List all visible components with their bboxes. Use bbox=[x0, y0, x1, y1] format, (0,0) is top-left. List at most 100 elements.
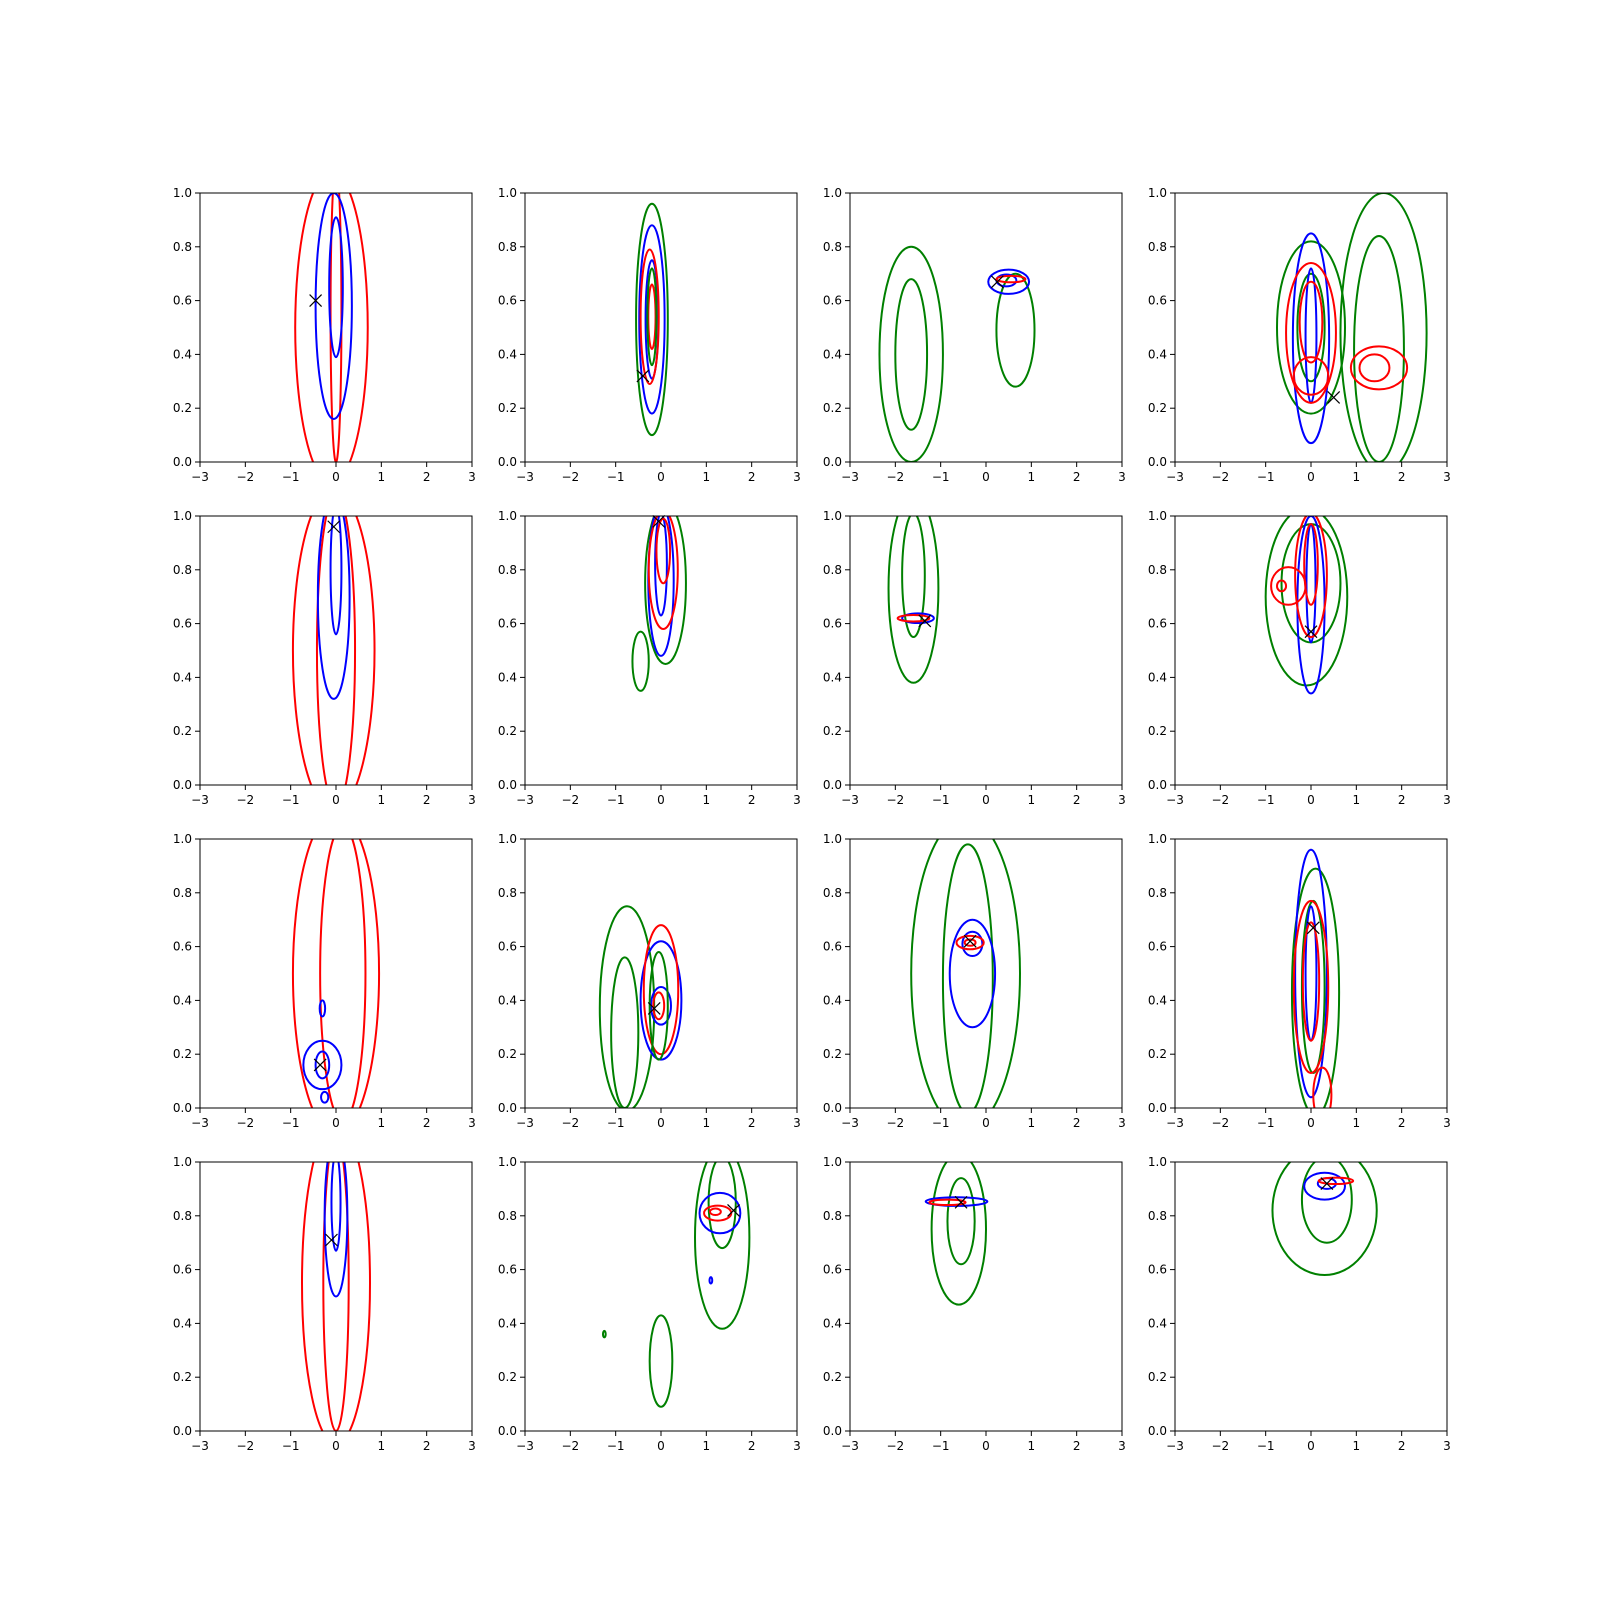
y-tick-label: 0.4 bbox=[823, 993, 842, 1007]
x-tick-label: −2 bbox=[561, 1439, 579, 1453]
contour-green bbox=[1290, 867, 1341, 1108]
x-tick-label: −1 bbox=[607, 1116, 625, 1130]
y-tick-label: 0.2 bbox=[823, 1047, 842, 1061]
x-tick-label: 3 bbox=[1443, 793, 1451, 807]
axes-frame bbox=[524, 515, 798, 786]
x-tick-label: −2 bbox=[561, 470, 579, 484]
marker-stroke bbox=[918, 614, 932, 628]
x-tick-label: 3 bbox=[793, 793, 801, 807]
x-tick-label: −1 bbox=[607, 793, 625, 807]
x-tick-label: 0 bbox=[332, 793, 340, 807]
contour-group bbox=[635, 202, 669, 437]
y-tick-label: 0.0 bbox=[173, 1424, 192, 1438]
x-tick-label: 0 bbox=[657, 470, 665, 484]
x-tick-label: −3 bbox=[516, 1116, 534, 1130]
contour-blue bbox=[1303, 1171, 1346, 1201]
y-tick-label: 0.6 bbox=[1148, 617, 1167, 631]
marker-stroke bbox=[647, 1002, 661, 1015]
contour-green bbox=[1339, 193, 1428, 462]
x-tick-label: −2 bbox=[1211, 470, 1229, 484]
contour-red bbox=[291, 516, 376, 785]
x-tick-label: 0 bbox=[332, 1439, 340, 1453]
x-tick-label: 2 bbox=[423, 470, 431, 484]
x-tick-label: 1 bbox=[1353, 793, 1361, 807]
y-tick-label: 0.4 bbox=[823, 347, 842, 361]
y-tick-label: 0.8 bbox=[1148, 886, 1167, 900]
marker-stroke bbox=[954, 1195, 968, 1209]
contour-blue bbox=[1305, 523, 1317, 644]
x-tick-label: −1 bbox=[932, 1116, 950, 1130]
x-tick-label: 0 bbox=[1307, 470, 1315, 484]
axes-frame bbox=[199, 192, 473, 463]
y-tick-label: 0.8 bbox=[823, 1209, 842, 1223]
x-tick-label: 3 bbox=[1443, 470, 1451, 484]
x-tick-label: −2 bbox=[886, 1439, 904, 1453]
x-tick-label: 1 bbox=[1028, 793, 1036, 807]
y-tick-label: 0.4 bbox=[823, 670, 842, 684]
contour-red bbox=[708, 1207, 722, 1216]
subplot-10: −3 −2 −1 0 1 2 3 0.0 0.2 0.4 0.6 0.8 1.0 bbox=[498, 832, 801, 1130]
y-tick-label: 0.4 bbox=[823, 1316, 842, 1330]
contour-group bbox=[291, 839, 381, 1108]
contour-red bbox=[291, 839, 381, 1108]
marker-x bbox=[636, 369, 650, 383]
contour-red bbox=[639, 248, 660, 385]
contour-blue bbox=[314, 1050, 331, 1080]
contour-green bbox=[635, 202, 669, 437]
x-tick-label: 2 bbox=[748, 793, 756, 807]
y-tick-label: 0.2 bbox=[173, 724, 192, 738]
y-tick-label: 0.0 bbox=[1148, 455, 1167, 469]
contour-blue bbox=[901, 612, 935, 625]
x-tick-label: 0 bbox=[1307, 1439, 1315, 1453]
x-tick-label: 1 bbox=[1353, 1439, 1361, 1453]
x-tick-label: −2 bbox=[236, 1116, 254, 1130]
x-tick-label: 0 bbox=[982, 1439, 990, 1453]
x-tick-label: −3 bbox=[516, 470, 534, 484]
contour-blue bbox=[639, 940, 683, 1061]
y-tick-label: 0.2 bbox=[1148, 1370, 1167, 1384]
contour-group bbox=[601, 1162, 751, 1408]
x-tick-label: 0 bbox=[657, 1116, 665, 1130]
x-tick-label: 0 bbox=[657, 793, 665, 807]
contour-blue bbox=[314, 193, 353, 420]
x-tick-label: 3 bbox=[793, 1439, 801, 1453]
x-tick-label: 2 bbox=[748, 470, 756, 484]
x-tick-label: 3 bbox=[1443, 1116, 1451, 1130]
y-tick-label: 0.0 bbox=[823, 1101, 842, 1115]
y-tick-label: 0.0 bbox=[1148, 778, 1167, 792]
y-tick-label: 0.2 bbox=[1148, 401, 1167, 415]
y-tick-label: 1.0 bbox=[1148, 832, 1167, 846]
x-tick-label: −3 bbox=[516, 793, 534, 807]
contour-blue bbox=[638, 224, 666, 415]
x-tick-label: 2 bbox=[1073, 793, 1081, 807]
subplot-7: −3 −2 −1 0 1 2 3 0.0 0.2 0.4 0.6 0.8 1.0 bbox=[823, 509, 1126, 807]
x-tick-label: −2 bbox=[886, 470, 904, 484]
contour-green bbox=[901, 516, 926, 639]
axes-frame bbox=[524, 838, 798, 1109]
x-tick-label: −1 bbox=[1257, 470, 1275, 484]
contour-red bbox=[1285, 261, 1337, 404]
contour-blue bbox=[698, 1191, 742, 1235]
y-tick-label: 1.0 bbox=[1148, 509, 1167, 523]
contour-red bbox=[1292, 356, 1330, 396]
x-tick-label: 2 bbox=[423, 793, 431, 807]
contour-blue bbox=[320, 1090, 330, 1104]
y-tick-label: 0.2 bbox=[823, 1370, 842, 1384]
y-tick-label: 0.2 bbox=[173, 1370, 192, 1384]
y-tick-label: 1.0 bbox=[498, 509, 517, 523]
x-tick-label: 3 bbox=[1118, 793, 1126, 807]
contour-green bbox=[694, 1162, 751, 1330]
y-tick-label: 0.4 bbox=[498, 670, 517, 684]
y-tick-label: 0.0 bbox=[498, 455, 517, 469]
x-tick-label: −1 bbox=[932, 470, 950, 484]
x-tick-label: 0 bbox=[332, 470, 340, 484]
contour-green bbox=[648, 950, 669, 1061]
contour-red bbox=[1303, 523, 1319, 606]
contour-red bbox=[928, 1198, 967, 1207]
y-tick-label: 0.8 bbox=[498, 886, 517, 900]
contour-red bbox=[1276, 579, 1288, 593]
marker-stroke bbox=[727, 1203, 740, 1217]
contour-group bbox=[1271, 1162, 1378, 1276]
y-tick-label: 0.8 bbox=[498, 563, 517, 577]
